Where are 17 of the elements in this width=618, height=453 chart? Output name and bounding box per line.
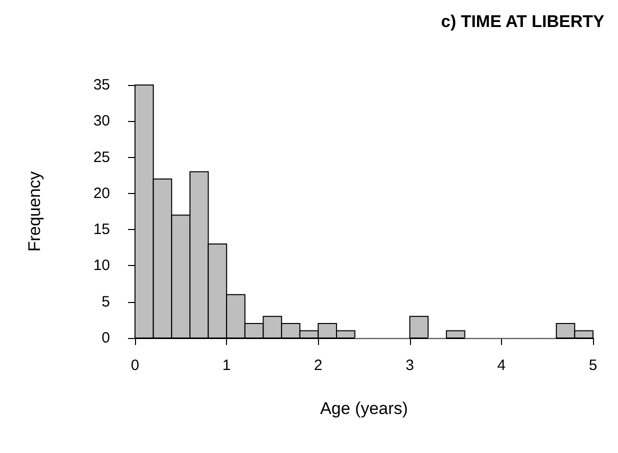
- y-tick-label: 15: [93, 221, 110, 238]
- y-tick-label: 20: [93, 184, 110, 202]
- y-tick-label: 5: [102, 293, 110, 310]
- x-axis-title: Age (years): [320, 399, 408, 418]
- y-tick-label: 30: [93, 112, 110, 130]
- chart-title: c) TIME AT LIBERTY: [440, 12, 606, 31]
- x-tick-label: 0: [130, 357, 140, 374]
- y-tick-label: 0: [102, 330, 110, 346]
- x-tick-label: 3: [406, 357, 414, 374]
- x-tick-label: 4: [497, 357, 506, 374]
- y-tick-label: 10: [93, 257, 110, 274]
- x-tick-label: 5: [588, 357, 598, 374]
- y-axis-title: Frequency: [25, 170, 44, 252]
- y-tick-label: 35: [93, 76, 110, 94]
- x-tick-label: 2: [314, 357, 322, 374]
- y-tick-label: 25: [93, 148, 110, 166]
- x-tick-label: 1: [222, 357, 231, 374]
